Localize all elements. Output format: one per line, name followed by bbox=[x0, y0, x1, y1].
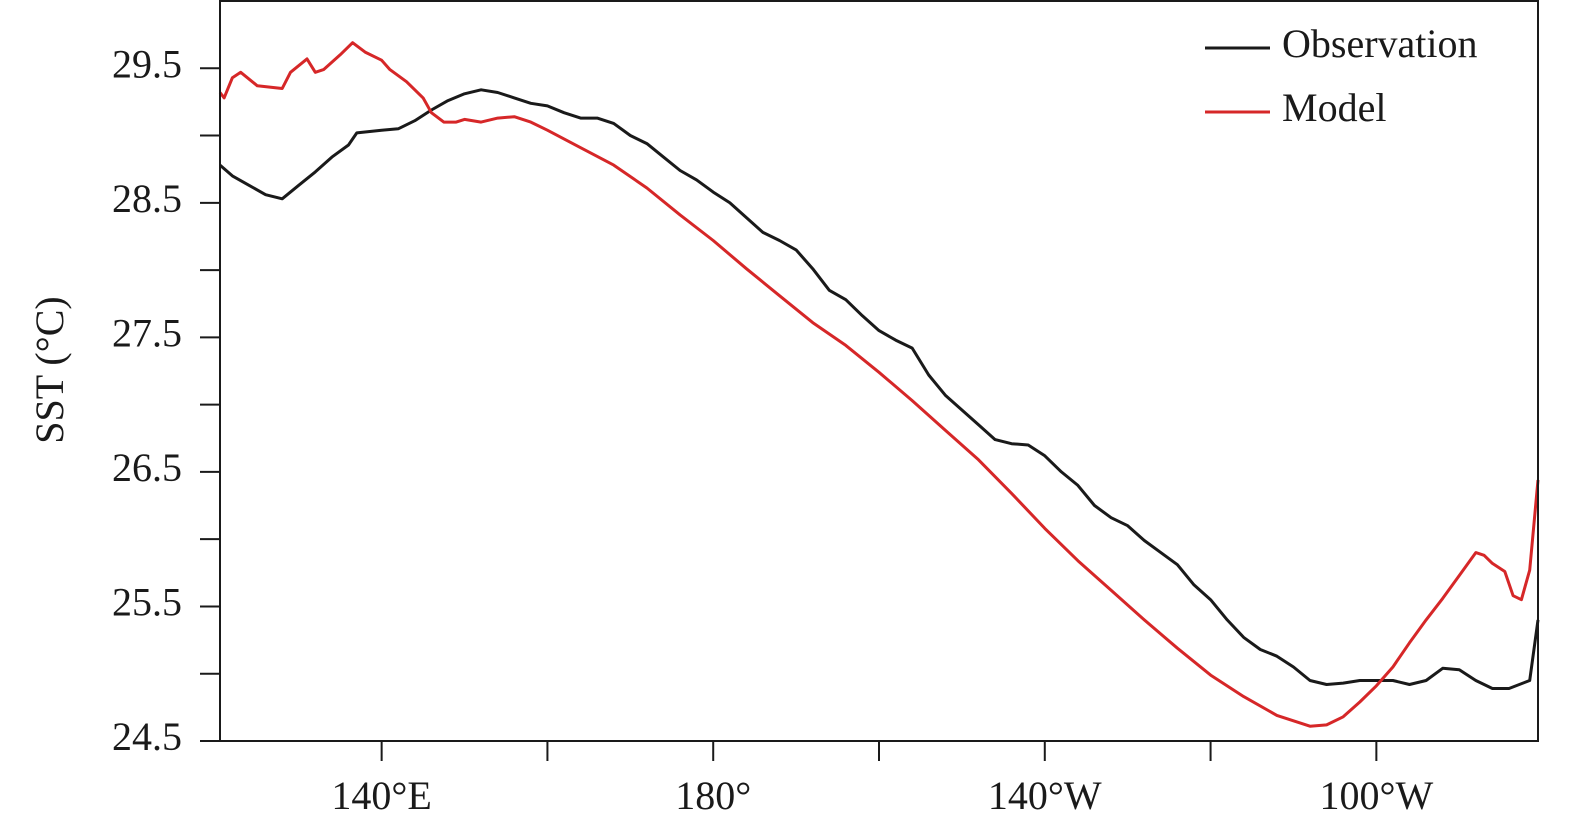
x-tick-label: 140°E bbox=[331, 773, 431, 818]
legend-label: Model bbox=[1282, 85, 1386, 130]
y-tick-label: 27.5 bbox=[112, 311, 182, 356]
y-tick-label: 29.5 bbox=[112, 41, 182, 86]
y-tick-label: 24.5 bbox=[112, 714, 182, 759]
legend-label: Observation bbox=[1282, 21, 1478, 66]
x-tick-label: 180° bbox=[675, 773, 751, 818]
x-tick-label: 140°W bbox=[988, 773, 1102, 818]
x-tick-label: 100°W bbox=[1319, 773, 1433, 818]
data-line bbox=[218, 41, 1540, 728]
y-tick-label: 25.5 bbox=[112, 580, 182, 625]
y-tick-label: 26.5 bbox=[112, 445, 182, 490]
y-tick-label: 28.5 bbox=[112, 176, 182, 221]
plot-frame bbox=[219, 0, 1539, 742]
data-line bbox=[219, 88, 1540, 690]
y-axis-label: SST (°C) bbox=[27, 296, 72, 444]
